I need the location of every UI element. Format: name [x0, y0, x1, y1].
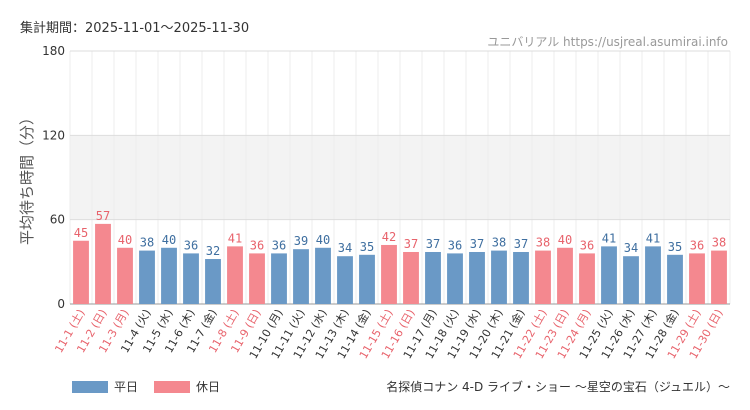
bar-value-label: 42 [382, 230, 396, 244]
bar-value-label: 36 [690, 238, 704, 252]
bar-value-label: 41 [602, 231, 616, 245]
legend-label-holiday: 休日 [196, 380, 221, 394]
bar [623, 256, 639, 304]
y-tick-label: 60 [50, 213, 65, 227]
bar [601, 246, 617, 304]
bar-value-label: 35 [360, 240, 374, 254]
bar-value-label: 36 [184, 238, 198, 252]
bar [579, 253, 595, 304]
legend-label-weekday: 平日 [114, 380, 139, 394]
bar [359, 254, 375, 304]
bar-value-label: 37 [404, 237, 418, 251]
bar-value-label: 40 [558, 233, 572, 247]
bar [293, 249, 309, 304]
legend-swatch-weekday [72, 380, 108, 393]
bar [711, 250, 727, 304]
bar [271, 253, 287, 304]
bar [161, 247, 177, 304]
y-tick-label: 0 [57, 297, 65, 311]
bar-value-label: 41 [228, 231, 242, 245]
bar [557, 247, 573, 304]
legend: 平日 休日 [72, 378, 220, 395]
bar-value-label: 37 [470, 237, 484, 251]
bar [95, 223, 111, 304]
bar [249, 253, 265, 304]
bar-value-label: 32 [206, 244, 220, 258]
bar-value-label: 45 [74, 226, 88, 240]
bar [535, 250, 551, 304]
bar-value-label: 40 [118, 233, 132, 247]
bar-value-label: 38 [536, 236, 550, 250]
bar-value-label: 34 [338, 241, 352, 255]
bar [425, 251, 441, 304]
site-watermark: ユニバリアル https://usjreal.asumirai.info [487, 35, 728, 49]
bar [667, 254, 683, 304]
bar [645, 246, 661, 304]
bar-value-label: 40 [316, 233, 330, 247]
bar-value-label: 36 [580, 238, 594, 252]
bar-value-label: 36 [250, 238, 264, 252]
bar [513, 251, 529, 304]
bar-value-label: 41 [646, 231, 660, 245]
y-axis-title: 平均待ち時間（分） [18, 110, 36, 245]
bar-value-label: 39 [294, 234, 308, 248]
bar [447, 253, 463, 304]
bar-value-label: 57 [96, 209, 110, 223]
bar-value-label: 34 [624, 241, 638, 255]
bar-value-label: 40 [162, 233, 176, 247]
legend-swatch-holiday [154, 380, 191, 393]
chart-title: 名探偵コナン 4-D ライブ・ショー ～星空の宝石（ジュエル）～ [386, 380, 730, 394]
period-label: 集計期間：2025-11-01～2025-11-30 [20, 21, 250, 36]
bar-value-label: 37 [514, 237, 528, 251]
bar [139, 250, 155, 304]
bar-value-label: 38 [712, 236, 726, 250]
y-tick-label: 180 [42, 44, 65, 58]
bar [227, 246, 243, 304]
bar [73, 240, 89, 304]
bar-value-label: 36 [272, 238, 286, 252]
bar [315, 247, 331, 304]
bar [117, 247, 133, 304]
bar-value-label: 36 [448, 238, 462, 252]
bar [403, 251, 419, 304]
bar [491, 250, 507, 304]
bar [183, 253, 199, 304]
legend-item-holiday[interactable]: 休日 [154, 378, 220, 395]
bar [205, 259, 221, 304]
bar-value-label: 38 [492, 236, 506, 250]
bar [689, 253, 705, 304]
bar-value-label: 38 [140, 236, 154, 250]
bar [337, 256, 353, 304]
bar [469, 251, 485, 304]
y-tick-label: 120 [42, 128, 65, 142]
bar-value-label: 37 [426, 237, 440, 251]
legend-item-weekday[interactable]: 平日 [72, 378, 138, 395]
bar [381, 244, 397, 304]
bar-value-label: 35 [668, 240, 682, 254]
